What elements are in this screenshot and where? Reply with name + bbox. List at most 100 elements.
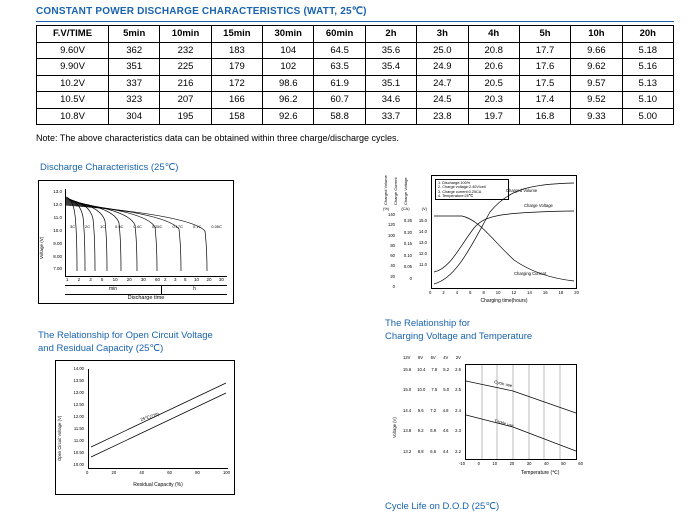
legend-line: 1. Discharge:100% (438, 181, 471, 185)
temp-xlabel: Temperature (℃) (521, 470, 560, 476)
table-header-cell: F.V/TIME (36, 25, 109, 43)
table-row: 10.8V 304 195 158 92.6 58.8 33.7 23.8 19.7 16.8 9.… (36, 107, 675, 125)
tick: 8.00 (53, 253, 62, 259)
tick: 4 (455, 290, 459, 295)
table-cell: 102 (262, 58, 315, 76)
tick: 12.50 (73, 401, 84, 407)
table-cell: 351 (107, 58, 161, 76)
tick: 7.2 (430, 407, 437, 413)
table-cell: 10.8V (36, 107, 109, 125)
rate-label: 2C (85, 224, 91, 229)
tick: 20 (111, 470, 117, 475)
tick: 60 (167, 470, 172, 475)
temp-xticks: -10 0 10 20 30 40 50 60 (459, 461, 583, 466)
tick: 20 (390, 273, 395, 279)
temp-ylabel: Voltage (V) (392, 417, 397, 438)
tick: 12.0 (53, 201, 62, 207)
tick: 60 (390, 253, 395, 258)
table-cell: 5.18 (621, 41, 675, 59)
charge-axis-label-voltage: Charge Voltage (403, 177, 408, 205)
tick: 18 (558, 290, 564, 295)
table-cell: 24.5 (416, 91, 469, 109)
table-header-cell: 2h (364, 25, 418, 43)
charge-ca-ticks: 0.25 0.20 0.15 0.10 0.05 0 (398, 218, 412, 281)
rate-label: 0.4C (133, 224, 142, 229)
temp-line-label-cycle: Cycle use (494, 379, 514, 388)
tick: 2.6 (455, 367, 461, 372)
table-header-cell: 60min (313, 25, 366, 43)
table-cell: 10.2V (36, 74, 109, 92)
tick: 1 (66, 277, 69, 282)
table-cell: 35.4 (364, 58, 418, 76)
tick: 14.4 (403, 407, 412, 413)
table-cell: 63.5 (313, 58, 366, 76)
tick: 14.0 (418, 228, 427, 234)
tick: 9.6 (417, 407, 424, 413)
tick: 2 (442, 290, 445, 295)
table-cell: 17.5 (518, 74, 572, 92)
rate-label: 0.1C (192, 224, 202, 229)
col-header: 6V (430, 355, 436, 360)
table-cell: 5.13 (621, 74, 675, 92)
table-header-cell: 15min (210, 25, 264, 43)
tick-row: 14.4 9.6 7.2 4.8 2.4 (403, 407, 461, 413)
temp-lines: Cycle use Trickle use (466, 365, 576, 459)
table-cell: 34.6 (364, 91, 418, 109)
tick: 20 (574, 290, 579, 295)
rate-label: 1C (100, 224, 106, 229)
tick-row: 15.6 10.4 7.8 5.2 2.6 (403, 367, 461, 372)
table-cell: 16.8 (518, 107, 572, 125)
table-header-cell: 5min (107, 25, 161, 43)
tick: 13.2 (403, 448, 412, 454)
rate-label: 0.17C (172, 224, 183, 229)
discharge-xticks-min: 1 2 3 5 10 20 30 60 (66, 277, 160, 283)
table-cell: 20.3 (467, 91, 520, 109)
col-header: 4V (443, 355, 449, 360)
table-cell: 5.10 (621, 91, 675, 109)
title-rule (36, 21, 674, 22)
table-note: Note: The above characteristics data can… (36, 133, 400, 143)
tick: 10.00 (73, 461, 84, 467)
tick: 10.0 (417, 387, 426, 393)
table-row: 9.90V 351 225 179 102 63.5 35.4 24.9 20.6 17.6 9.6… (36, 58, 675, 76)
tick: 60 (154, 277, 160, 282)
charge-pct-ticks: 140 120 100 80 60 40 20 0 (383, 212, 395, 289)
table-cell: 183 (210, 41, 264, 59)
table-cell: 25.0 (416, 41, 469, 59)
tick: 6.6 (430, 448, 437, 454)
tick: 5 (183, 277, 187, 282)
table-cell: 19.7 (467, 107, 520, 125)
table-cell: 9.33 (570, 107, 623, 125)
table-header-row: F.V/TIME 5min 10min 15min 30min 60min 2h 3h 4h 5h… (36, 25, 675, 43)
table-cell: 195 (159, 107, 212, 125)
tick: 4.8 (442, 407, 449, 413)
table-cell: 64.5 (313, 41, 366, 59)
table-header-cell: 3h (416, 25, 469, 43)
tick: 5 (100, 277, 104, 282)
tick: 10.4 (417, 367, 426, 372)
tick: 4.4 (442, 448, 449, 454)
tick-row: 15.0 10.0 7.5 5.0 2.5 (403, 388, 461, 392)
tick: 14 (527, 290, 532, 295)
table-cell: 5.00 (621, 107, 675, 125)
tick: 12.0 (418, 250, 427, 256)
table-cell: 179 (210, 58, 264, 76)
table-cell: 23.8 (416, 107, 469, 125)
table-cell: 5.16 (621, 58, 675, 76)
ocv-plot: 25℃(77F) (88, 369, 228, 469)
heading-charge-temp-line1: The Relationship for (385, 318, 471, 329)
tick: 10.50 (73, 449, 84, 455)
table-header-cell: 10h (570, 25, 623, 43)
table-cell: 172 (210, 74, 264, 92)
legend-line: 3. Charge current:0.25CA (438, 189, 482, 194)
table-cell: 166 (210, 91, 264, 109)
table-cell: 225 (159, 58, 212, 76)
discharge-unit-h: h (161, 285, 227, 294)
col-header: 8V (417, 355, 424, 360)
tick: 13.8 (403, 428, 412, 434)
tick: 10 (495, 290, 501, 295)
tick: 12.00 (73, 413, 84, 419)
tick: 0.25 (403, 218, 412, 223)
table-cell: 35.6 (364, 41, 418, 59)
tick: 0 (86, 470, 89, 475)
